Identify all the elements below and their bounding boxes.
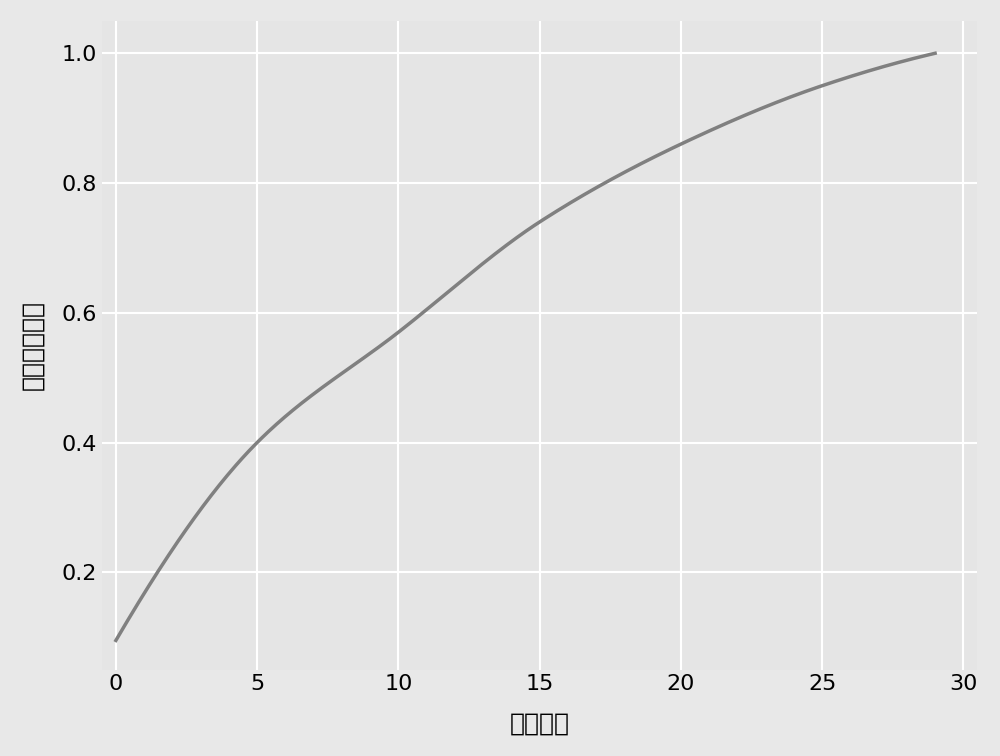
Y-axis label: 累积解释方差: 累积解释方差 xyxy=(21,300,45,390)
X-axis label: 主成份数: 主成份数 xyxy=(510,711,570,735)
